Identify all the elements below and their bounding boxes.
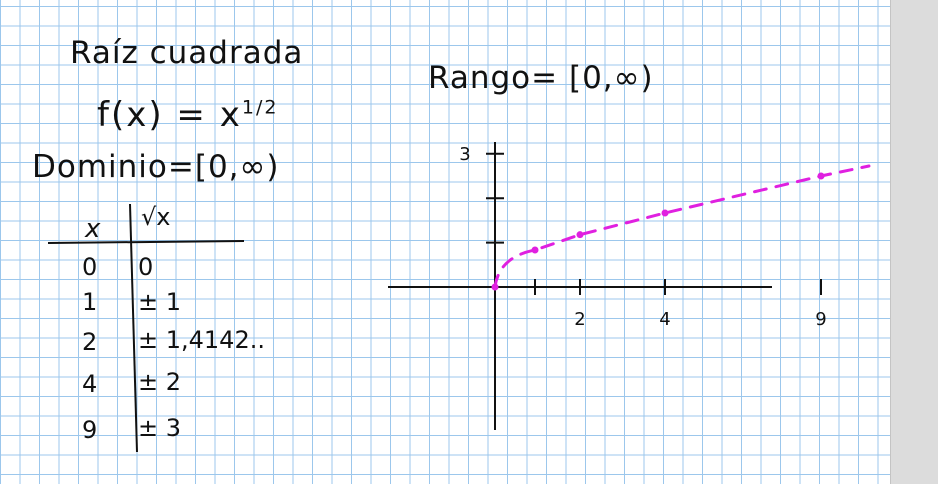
range-note: Rango= [0,∞) <box>428 60 654 96</box>
note-title: Raíz cuadrada <box>70 35 304 71</box>
data-points <box>491 172 825 291</box>
table-header-x: x <box>85 214 101 244</box>
data-point <box>661 209 669 217</box>
table-cell-x: 0 <box>82 253 98 281</box>
table-cell-sqrt: 0 <box>138 253 154 281</box>
table-cell-x: 2 <box>82 328 98 356</box>
table-cell-x: 9 <box>82 416 98 444</box>
function-definition: f(x) = x1/2 <box>97 98 278 132</box>
function-exponent: 1/2 <box>241 96 279 119</box>
x-tick-label: 2 <box>574 309 585 330</box>
table-header-sqrt: √x <box>141 203 171 231</box>
table-divider <box>129 203 138 453</box>
x-tick-label: 4 <box>659 309 670 330</box>
data-point <box>576 231 584 239</box>
domain-note: Dominio=[0,∞) <box>32 149 280 185</box>
sqrt-graph: 2 4 9 3 <box>388 142 871 430</box>
x-tick-label: 9 <box>815 309 826 330</box>
table-cell-sqrt: ± 1 <box>138 288 182 316</box>
y-ticks: 3 <box>459 144 504 244</box>
graph-paper <box>0 0 890 484</box>
data-point <box>491 283 499 291</box>
table-cell-sqrt: ± 1,4142.. <box>138 326 265 354</box>
table-cell-x: 4 <box>82 370 98 398</box>
table-cell-sqrt: ± 2 <box>138 368 182 396</box>
y-tick-label: 3 <box>459 144 470 165</box>
table-header-rule <box>47 240 245 244</box>
side-panel <box>890 0 938 484</box>
function-lhs: f(x) = x <box>97 95 242 135</box>
data-point <box>531 246 539 254</box>
table-lines <box>47 203 245 453</box>
data-point <box>817 172 825 180</box>
table-cell-sqrt: ± 3 <box>138 414 182 442</box>
table-cell-x: 1 <box>82 288 98 316</box>
sqrt-curve <box>493 164 871 289</box>
x-ticks: 2 4 9 <box>534 279 827 330</box>
